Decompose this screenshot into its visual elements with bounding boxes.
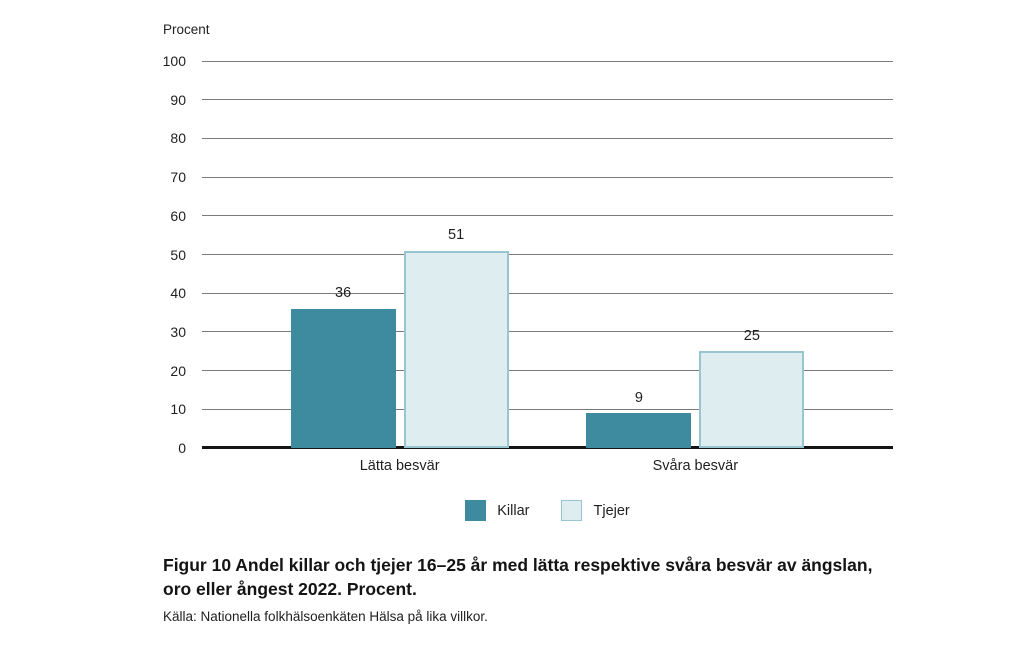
legend-swatch-tjejer	[561, 500, 583, 521]
bar-value-label: 36	[335, 285, 352, 302]
y-tick-label: 90	[170, 91, 186, 108]
figure-label: Figur 10	[163, 555, 232, 575]
plot-area: 0 10 20 30 40 50 60 70 80 90 100 36 51 Lätta besvär 9 2…	[163, 54, 893, 474]
bar-value-label: 51	[448, 227, 465, 244]
legend-item-killar: Killar	[465, 500, 529, 521]
gridline	[202, 408, 893, 410]
y-tick-label: 50	[170, 246, 186, 263]
gridline	[202, 215, 893, 217]
legend-swatch-killar	[465, 500, 487, 521]
y-tick-label: 10	[170, 401, 186, 418]
gridline	[202, 60, 893, 62]
y-tick-label: 20	[170, 362, 186, 379]
y-tick-label: 80	[170, 130, 186, 147]
gridline	[202, 137, 893, 139]
gridline	[202, 292, 893, 294]
gridline	[202, 331, 893, 333]
y-tick-label: 30	[170, 323, 186, 340]
x-axis-line	[202, 446, 893, 449]
bar-killar-2	[586, 413, 692, 448]
gridline	[202, 370, 893, 372]
y-tick-label: 0	[178, 440, 186, 456]
gridline	[202, 176, 893, 178]
bar-value-label: 9	[634, 389, 643, 406]
bar-value-label: 25	[743, 327, 760, 344]
legend: Killar Tjejer	[202, 500, 893, 521]
y-tick-label: 70	[170, 169, 186, 186]
legend-item-tjejer: Tjejer	[561, 500, 630, 521]
bar-tjejer-2	[699, 351, 805, 448]
category-label: Svåra besvär	[652, 458, 739, 474]
y-axis-title: Procent	[163, 22, 210, 37]
y-tick-label: 40	[170, 285, 186, 302]
figure-caption: Figur 10 Andel killar och tjejer 16–25 å…	[163, 554, 905, 602]
gridline	[202, 99, 893, 101]
bar-killar-1	[290, 308, 396, 448]
bar-tjejer-1	[403, 250, 509, 448]
y-tick-label: 100	[162, 53, 186, 69]
figure-caption-text: Andel killar och tjejer 16–25 år med lät…	[163, 555, 873, 599]
source-note: Källa: Nationella folkhälsoenkäten Hälsa…	[163, 609, 488, 624]
y-tick-label: 60	[170, 207, 186, 224]
gridline	[202, 254, 893, 255]
legend-label: Killar	[497, 502, 530, 519]
legend-label: Tjejer	[593, 502, 630, 519]
category-label: Lätta besvär	[359, 458, 440, 474]
